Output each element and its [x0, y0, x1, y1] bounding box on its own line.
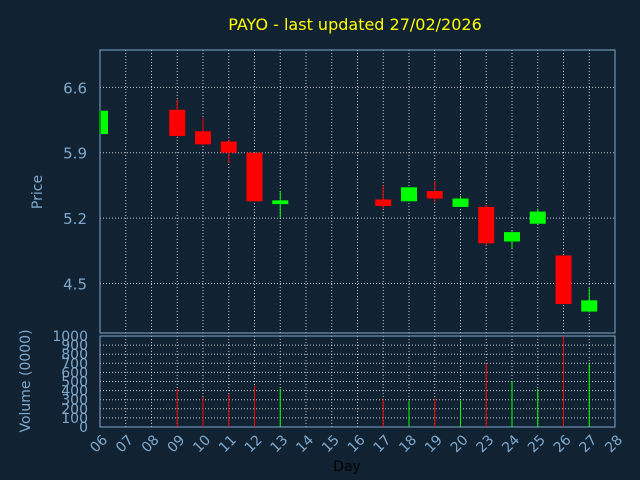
candle-body — [246, 152, 263, 202]
x-tick-label: 19 — [422, 432, 446, 456]
volume-tick-label: 600 — [61, 365, 88, 381]
chart-title: PAYO - last updated 27/02/2026 — [228, 15, 482, 34]
volume-tick-label: 700 — [61, 356, 88, 372]
volume-tick-label: 400 — [61, 384, 88, 400]
x-tick-label: 12 — [242, 432, 266, 456]
x-tick-label: 14 — [293, 432, 317, 456]
volume-tick-label: 100 — [61, 411, 88, 427]
candle-body — [195, 131, 211, 145]
x-tick-label: 26 — [551, 432, 575, 456]
x-tick-label: 18 — [396, 432, 420, 456]
candle-body — [375, 199, 392, 206]
price-tick-label: 6.6 — [63, 79, 87, 97]
x-tick-label: 23 — [473, 432, 497, 456]
x-tick-label: 13 — [267, 432, 291, 456]
candle-body — [555, 255, 572, 305]
price-tick-labels: 4.5 5.2 5.9 6.6 — [63, 79, 87, 293]
candles — [99, 99, 598, 313]
volume-tick-label: 200 — [61, 402, 88, 418]
x-tick-label: 25 — [525, 432, 549, 456]
price-plot-frame — [99, 49, 616, 334]
volume-tick-label: 1000 — [52, 329, 88, 345]
volume-axis-label: Volume (0000) — [18, 329, 34, 432]
volume-bars — [176, 336, 590, 427]
x-tick-label: 16 — [345, 432, 369, 456]
x-tick-label: 24 — [499, 432, 523, 456]
x-tick-label: 08 — [139, 432, 163, 456]
price-axis-label: Price — [30, 175, 46, 209]
candle-body — [426, 191, 443, 199]
candle-body — [581, 300, 598, 312]
candle-body — [529, 211, 546, 224]
price-tick-label: 4.5 — [63, 275, 87, 293]
candle-body — [101, 110, 108, 135]
x-tick-label: 10 — [190, 432, 214, 456]
candle-body — [504, 232, 520, 242]
volume-tick-label: 500 — [61, 375, 88, 391]
candle-body — [169, 109, 186, 136]
x-tick-label: 28 — [602, 432, 626, 456]
price-tick-label: 5.9 — [63, 145, 87, 163]
candle-body — [220, 141, 237, 153]
x-tick-label: 17 — [370, 432, 394, 456]
candle-body — [272, 200, 289, 205]
volume-tick-label: 900 — [61, 338, 88, 354]
price-grid — [100, 50, 615, 333]
x-axis-label: Day — [333, 459, 361, 475]
x-tick-label: 09 — [164, 432, 188, 456]
candle-body — [401, 187, 417, 202]
candle-body — [452, 198, 469, 207]
volume-plot-frame — [99, 335, 616, 428]
candle-body — [478, 206, 495, 244]
volume-tick-label: 0 — [79, 420, 88, 436]
x-tick-label: 27 — [576, 432, 600, 456]
price-tick-label: 5.2 — [63, 210, 87, 228]
x-tick-label: 15 — [319, 432, 343, 456]
x-tick-label: 07 — [113, 432, 137, 456]
x-tick-label: 20 — [448, 432, 472, 456]
x-tick-labels: 06 07 08 09 10 11 12 13 14 15 16 17 18 19 20 23 24 25 26 27… — [87, 432, 626, 456]
volume-tick-label: 300 — [61, 393, 88, 409]
volume-tick-label: 800 — [61, 347, 88, 363]
x-tick-label: 11 — [216, 432, 240, 456]
x-tick-label: 06 — [87, 432, 111, 456]
